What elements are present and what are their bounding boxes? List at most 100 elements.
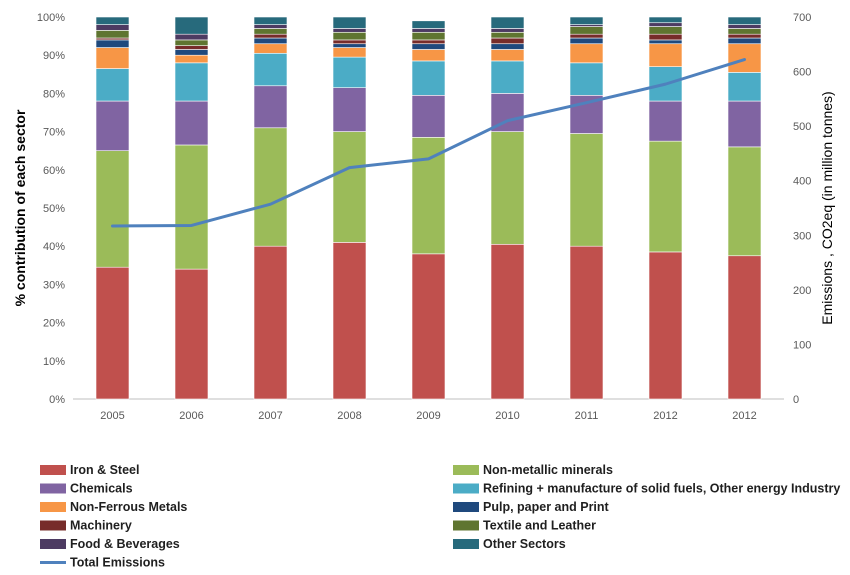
legend-item: Textile and Leather [453,519,596,533]
bar-segment [490,28,525,33]
bar-segment [727,24,762,29]
bar-segment [411,43,446,50]
bar-segment [95,68,130,102]
bar-segment [727,100,762,148]
x-tick-label: 2005 [100,410,124,422]
bar-segment [253,85,288,129]
bar-segment [253,37,288,45]
bar-segment [174,16,209,35]
bar-segment [569,33,604,39]
bar-segment [490,31,525,39]
bar-segment [490,131,525,245]
y-right-tick-label: 200 [793,285,811,297]
y-left-tick-label: 10% [43,356,65,368]
y-left-tick-label: 60% [43,165,65,177]
bar-segment [569,16,604,25]
legend-item: Other Sectors [453,537,566,551]
legend-swatch [453,539,479,549]
bar-segment [490,16,525,29]
bar-segment [332,131,367,243]
legend-label: Total Emissions [70,556,165,570]
bar-segment [253,33,288,39]
y-left-tick-label: 30% [43,279,65,291]
y-left-tick-label: 90% [43,50,65,62]
bar-segment [95,39,130,48]
x-tick-label: 2008 [337,410,361,422]
bar-segment [174,62,209,102]
legend: Iron & Steel Non-metallic minerals Chemica… [40,463,840,570]
legend-label: Refining + manufacture of solid fuels, O… [483,482,840,496]
bar-segment [727,146,762,257]
legend-label: Iron & Steel [70,463,139,477]
bar-segment [411,253,446,400]
y-left-tick-label: 50% [43,203,65,215]
legend-swatch [40,520,66,531]
x-tick-label: 2007 [258,410,282,422]
bars-layer [95,16,762,400]
bar-segment [332,47,367,58]
bar-segment [253,127,288,247]
bar-segment [411,95,446,138]
bar-segment [174,45,209,50]
x-tick-label: 2011 [575,410,599,422]
legend-label: Pulp, paper and Print [483,500,610,514]
bar-segment [253,16,288,25]
legend-label: Textile and Leather [483,519,596,533]
y-right-tick-label: 100 [793,339,811,351]
legend-swatch [453,483,479,494]
bar-segment [411,31,446,41]
y-left-tick-label: 0% [49,394,65,406]
bar-segment [490,37,525,45]
bar-segment [727,72,762,102]
bar-segment [174,268,209,400]
legend-swatch [40,539,66,549]
bar-segment [569,43,604,64]
y-left-tick-label: 80% [43,88,65,100]
y-left-tick-label: 100% [37,12,65,24]
legend-item: Pulp, paper and Print [453,500,610,514]
bar-segment [411,137,446,255]
bar-segment [648,22,683,27]
y-right-tick-label: 700 [793,12,811,24]
bar-segment [332,39,367,45]
bar-segment [174,49,209,56]
legend-swatch [40,483,66,494]
bar-segment [727,28,762,35]
x-tick-label: 2006 [179,410,203,422]
bar-segment [411,39,446,45]
bar-segment [569,95,604,134]
y-right-tick-label: 500 [793,121,811,133]
x-tick-label: 2012 [653,410,677,422]
bar-segment [174,39,209,46]
bar-segment [727,33,762,39]
legend-label: Food & Beverages [70,537,180,551]
bar-segment [569,133,604,247]
bar-segment [95,266,130,400]
legend-item: Non-metallic minerals [453,463,613,477]
legend-swatch [453,465,479,475]
bar-segment [648,33,683,41]
y-axis-left-title: % contribution of each sector [12,109,28,306]
legend-swatch [40,465,66,475]
bar-segment [411,20,446,29]
bar-segment [727,43,762,73]
legend-item: Machinery [40,519,132,533]
bar-segment [569,37,604,45]
legend-label: Other Sectors [483,537,566,551]
bar-segment [411,60,446,96]
y-right-tick-label: 600 [793,67,811,79]
x-tick-label: 2009 [416,410,440,422]
bar-segment [174,100,209,146]
y-right-tick-label: 300 [793,230,811,242]
bar-segment [332,56,367,88]
legend-item: Chemicals [40,482,133,496]
bar-segment [648,43,683,67]
bar-segment [648,140,683,253]
bar-segment [648,16,683,24]
x-tick-label: 2010 [495,410,519,422]
legend-item: Iron & Steel [40,463,139,477]
bar-segment [727,37,762,45]
bar-segment [253,43,288,54]
bar-segment [253,245,288,400]
